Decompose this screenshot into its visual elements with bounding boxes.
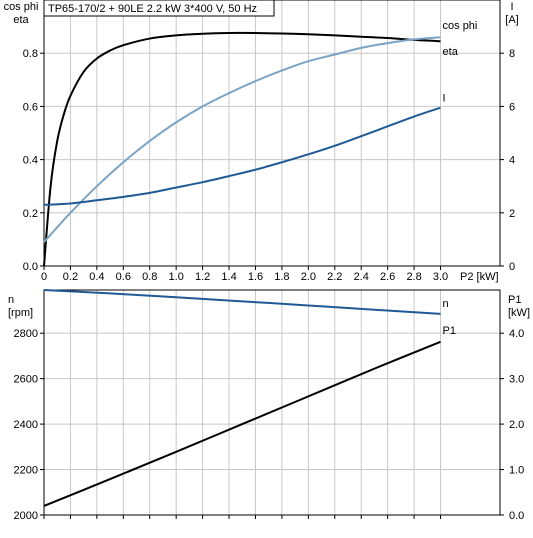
series-line-n bbox=[43, 289, 441, 315]
right-tick-label: 8 bbox=[509, 48, 515, 60]
x-tick-label: 1.8 bbox=[274, 271, 289, 283]
left-tick-label: 0.4 bbox=[23, 155, 38, 167]
bottom-series: n P1 bbox=[43, 289, 456, 507]
bottom-plot-frame bbox=[43, 289, 501, 516]
top-left-axis-label-cosphi: cos phi bbox=[4, 1, 39, 13]
x-tick-label: 0 bbox=[41, 271, 47, 283]
top-right-axis-label-unit: [A] bbox=[505, 14, 518, 26]
top-ticks: 0.0 0.2 0.4 0.6 0.8 0 2 4 6 8 0 0.2 0.4 0.6 0.8 1.0 1.2 1… bbox=[23, 48, 515, 283]
left-tick-label: 0.8 bbox=[23, 48, 38, 60]
bottom-left-axis-label-n: n bbox=[8, 294, 14, 306]
x-tick-label: 2.8 bbox=[406, 271, 421, 283]
x-tick-label: 2.4 bbox=[354, 271, 369, 283]
top-right-axis-label-i: I bbox=[510, 1, 513, 13]
series-label-i: I bbox=[443, 93, 446, 105]
x-tick-label: 0.4 bbox=[89, 271, 104, 283]
chart-title: TP65-170/2 + 90LE 2.2 kW 3*400 V, 50 Hz bbox=[48, 3, 257, 15]
series-label-n: n bbox=[443, 298, 449, 310]
top-left-axis-label-eta: eta bbox=[13, 14, 29, 26]
right-tick-label: 2 bbox=[509, 208, 515, 220]
series-line-eta bbox=[43, 31, 441, 267]
bottom-grid bbox=[44, 290, 500, 515]
right-tick-label: 4 bbox=[509, 155, 515, 167]
left-tick-label: 2200 bbox=[14, 465, 38, 477]
series-label-eta: eta bbox=[443, 46, 459, 58]
x-tick-label: 1.4 bbox=[221, 271, 236, 283]
series-line-p1 bbox=[43, 340, 441, 507]
x-tick-label: 0.6 bbox=[116, 271, 131, 283]
left-tick-label: 0.0 bbox=[23, 261, 38, 273]
left-tick-label: 2000 bbox=[14, 510, 38, 522]
x-tick-label: 1.2 bbox=[195, 271, 210, 283]
x-tick-label: 0.8 bbox=[142, 271, 157, 283]
left-tick-label: 2600 bbox=[14, 374, 38, 386]
left-tick-label: 2400 bbox=[14, 419, 38, 431]
bottom-left-axis-label-unit: [rpm] bbox=[8, 307, 33, 319]
title-box bbox=[43, 0, 275, 17]
series-line-i bbox=[43, 106, 441, 206]
right-tick-label: 0.0 bbox=[509, 510, 524, 522]
bottom-ticks: 2000 2200 2400 2600 2800 0.0 1.0 2.0 3.0 4.0 bbox=[14, 328, 525, 522]
bottom-right-axis-label-unit: [kW] bbox=[508, 307, 530, 319]
left-tick-label: 2800 bbox=[14, 328, 38, 340]
x-tick-label: 1.0 bbox=[169, 271, 184, 283]
right-tick-label: 2.0 bbox=[509, 419, 524, 431]
right-tick-label: 1.0 bbox=[509, 465, 524, 477]
x-tick-label: 0.2 bbox=[63, 271, 78, 283]
x-tick-label: 2.6 bbox=[380, 271, 395, 283]
right-tick-label: 3.0 bbox=[509, 374, 524, 386]
right-tick-label: 4.0 bbox=[509, 328, 524, 340]
x-tick-label: 1.6 bbox=[248, 271, 263, 283]
left-tick-label: 0.6 bbox=[23, 101, 38, 113]
right-tick-label: 0 bbox=[509, 261, 515, 273]
x-tick-label: 2.0 bbox=[301, 271, 316, 283]
series-line-cos-phi bbox=[43, 36, 441, 243]
bottom-right-axis-label-p1: P1 bbox=[508, 294, 521, 306]
top-series: eta cos phi I bbox=[43, 20, 478, 267]
right-tick-label: 6 bbox=[509, 101, 515, 113]
left-tick-label: 0.2 bbox=[23, 208, 38, 220]
x-tick-label: 2.2 bbox=[327, 271, 342, 283]
series-label-p1: P1 bbox=[443, 325, 456, 337]
x-tick-label: 3.0 bbox=[433, 271, 448, 283]
series-label-cos-phi: cos phi bbox=[443, 20, 478, 32]
top-plot-frame bbox=[43, 0, 501, 267]
x-axis-label: P2 [kW] bbox=[460, 271, 499, 283]
